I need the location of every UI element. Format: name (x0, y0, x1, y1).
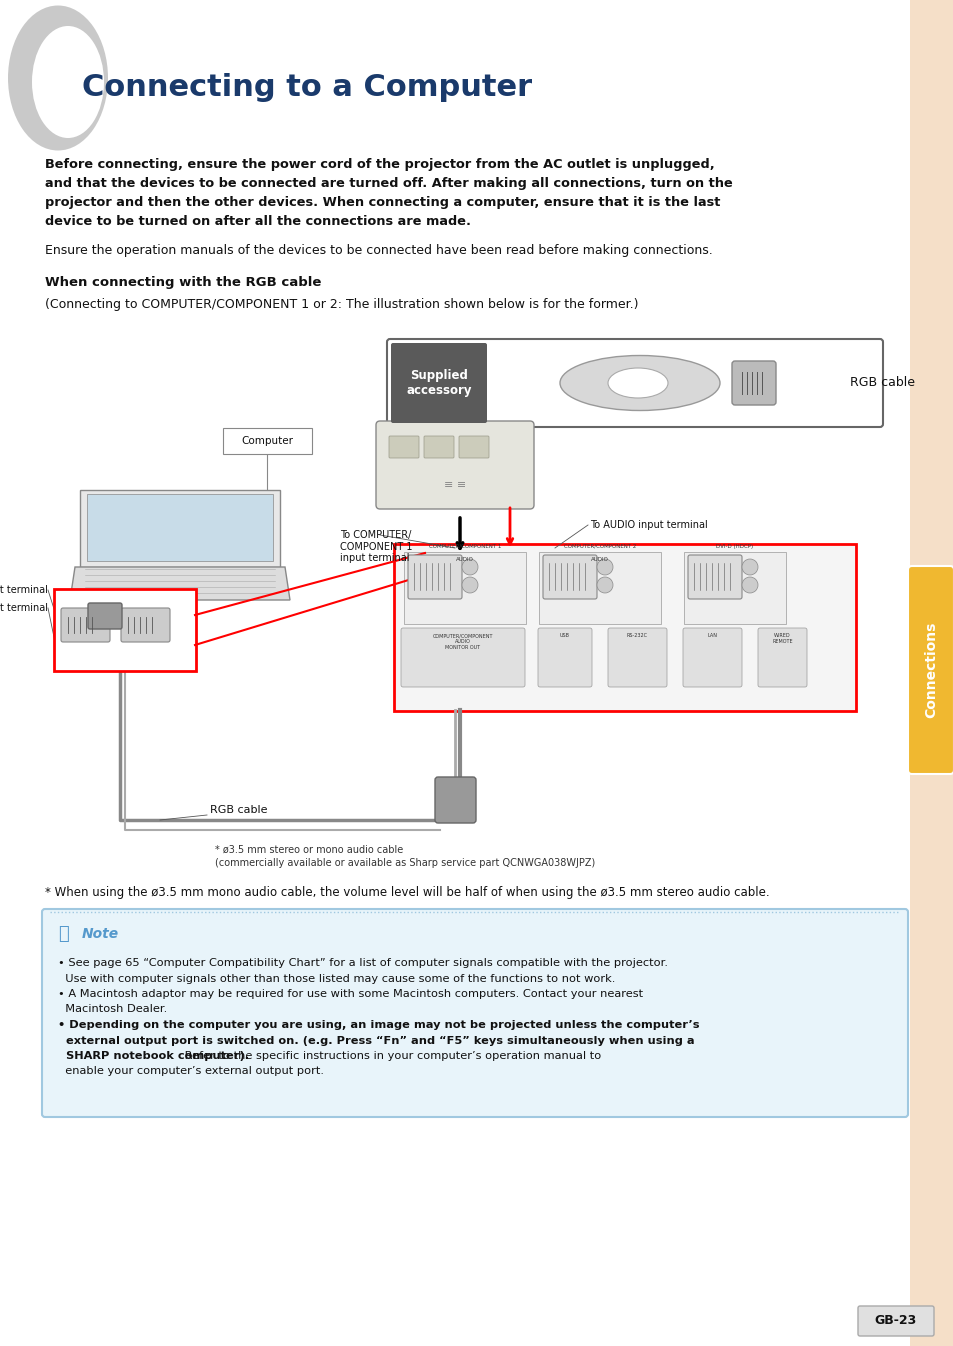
FancyBboxPatch shape (391, 343, 486, 423)
FancyBboxPatch shape (223, 428, 312, 454)
FancyBboxPatch shape (88, 603, 122, 629)
Circle shape (741, 559, 758, 575)
FancyBboxPatch shape (435, 777, 476, 822)
Bar (909, 0, 953, 1346)
Text: • Depending on the computer you are using, an image may not be projected unless : • Depending on the computer you are usin… (58, 1020, 699, 1030)
FancyBboxPatch shape (42, 909, 907, 1117)
Text: DVI-D (HDCP): DVI-D (HDCP) (716, 544, 753, 549)
Text: AUDIO: AUDIO (456, 557, 474, 563)
Text: SHARP notebook computer).: SHARP notebook computer). (58, 1051, 249, 1061)
Text: When connecting with the RGB cable: When connecting with the RGB cable (45, 276, 321, 289)
Text: To COMPUTER/
COMPONENT 1
input terminal: To COMPUTER/ COMPONENT 1 input terminal (339, 530, 412, 563)
Text: Connecting to a Computer: Connecting to a Computer (82, 74, 532, 102)
Text: * When using the ø3.5 mm mono audio cable, the volume level will be half of when: * When using the ø3.5 mm mono audio cabl… (45, 886, 769, 899)
Circle shape (461, 559, 477, 575)
Polygon shape (70, 567, 290, 600)
FancyBboxPatch shape (394, 544, 855, 711)
FancyBboxPatch shape (758, 629, 806, 686)
FancyBboxPatch shape (857, 1306, 933, 1337)
Text: enable your computer’s external output port.: enable your computer’s external output p… (58, 1066, 324, 1077)
Text: To AUDIO input terminal: To AUDIO input terminal (589, 520, 707, 530)
Circle shape (597, 559, 613, 575)
Text: RS-232C: RS-232C (626, 633, 647, 638)
Text: * ø3.5 mm stereo or mono audio cable: * ø3.5 mm stereo or mono audio cable (214, 845, 403, 855)
FancyBboxPatch shape (121, 608, 170, 642)
Text: Computer: Computer (241, 436, 294, 446)
FancyBboxPatch shape (408, 555, 461, 599)
Text: external output port is switched on. (e.g. Press “Fn” and “F5” keys simultaneous: external output port is switched on. (e.… (58, 1035, 694, 1046)
FancyBboxPatch shape (607, 629, 666, 686)
Text: COMPUTER/COMPONENT 2: COMPUTER/COMPONENT 2 (563, 544, 636, 549)
Text: COMPUTER/COMPONENT
AUDIO
MONITOR OUT: COMPUTER/COMPONENT AUDIO MONITOR OUT (433, 633, 493, 650)
Text: ≡ ≡: ≡ ≡ (443, 481, 466, 490)
Text: Connections: Connections (923, 622, 937, 719)
Text: Refer to the specific instructions in your computer’s operation manual to: Refer to the specific instructions in yo… (181, 1051, 600, 1061)
Text: RGB cable: RGB cable (210, 805, 267, 814)
Text: WIRED
REMOTE: WIRED REMOTE (771, 633, 792, 643)
Text: To RGB output terminal: To RGB output terminal (0, 603, 48, 612)
Circle shape (461, 577, 477, 594)
FancyBboxPatch shape (387, 339, 882, 427)
Text: (Connecting to COMPUTER/COMPONENT 1 or 2: The illustration shown below is for th: (Connecting to COMPUTER/COMPONENT 1 or 2… (45, 297, 638, 311)
Text: Use with computer signals other than those listed may cause some of the function: Use with computer signals other than tho… (58, 973, 615, 984)
Text: Macintosh Dealer.: Macintosh Dealer. (58, 1004, 167, 1015)
Text: Ensure the operation manuals of the devices to be connected have been read befor: Ensure the operation manuals of the devi… (45, 244, 712, 257)
Text: RGB cable: RGB cable (849, 377, 914, 389)
Text: AUDIO: AUDIO (591, 557, 608, 563)
Text: Supplied
accessory: Supplied accessory (406, 369, 471, 397)
FancyBboxPatch shape (389, 436, 418, 458)
Text: • See page 65 “Computer Compatibility Chart” for a list of computer signals comp: • See page 65 “Computer Compatibility Ch… (58, 958, 667, 968)
FancyBboxPatch shape (87, 494, 273, 561)
Text: (commercially available or available as Sharp service part QCNWGA038WJPZ): (commercially available or available as … (214, 857, 595, 868)
FancyBboxPatch shape (542, 555, 597, 599)
Text: LAN: LAN (707, 633, 717, 638)
Text: • A Macintosh adaptor may be required for use with some Macintosh computers. Con: • A Macintosh adaptor may be required fo… (58, 989, 642, 999)
Text: 📝: 📝 (58, 925, 69, 944)
Text: device to be turned on after all the connections are made.: device to be turned on after all the con… (45, 215, 471, 227)
FancyBboxPatch shape (683, 552, 785, 625)
FancyBboxPatch shape (403, 552, 525, 625)
Ellipse shape (607, 367, 667, 398)
Polygon shape (80, 490, 280, 567)
FancyBboxPatch shape (458, 436, 489, 458)
FancyBboxPatch shape (907, 567, 953, 774)
Text: USB: USB (559, 633, 569, 638)
Text: To audio output terminal: To audio output terminal (0, 586, 48, 595)
FancyBboxPatch shape (54, 590, 195, 672)
FancyBboxPatch shape (687, 555, 741, 599)
Ellipse shape (559, 355, 720, 411)
FancyBboxPatch shape (682, 629, 741, 686)
FancyBboxPatch shape (400, 629, 524, 686)
Text: Before connecting, ensure the power cord of the projector from the AC outlet is : Before connecting, ensure the power cord… (45, 157, 714, 171)
Text: GB-23: GB-23 (874, 1315, 916, 1327)
Text: projector and then the other devices. When connecting a computer, ensure that it: projector and then the other devices. Wh… (45, 197, 720, 209)
FancyBboxPatch shape (423, 436, 454, 458)
Ellipse shape (32, 26, 104, 139)
FancyBboxPatch shape (61, 608, 110, 642)
FancyBboxPatch shape (537, 629, 592, 686)
FancyBboxPatch shape (731, 361, 775, 405)
FancyBboxPatch shape (538, 552, 660, 625)
Text: COMPUTER/COMPONENT 1: COMPUTER/COMPONENT 1 (428, 544, 500, 549)
Circle shape (597, 577, 613, 594)
Text: Note: Note (82, 927, 119, 941)
FancyBboxPatch shape (375, 421, 534, 509)
Text: and that the devices to be connected are turned off. After making all connection: and that the devices to be connected are… (45, 178, 732, 190)
Ellipse shape (8, 5, 108, 151)
Circle shape (741, 577, 758, 594)
